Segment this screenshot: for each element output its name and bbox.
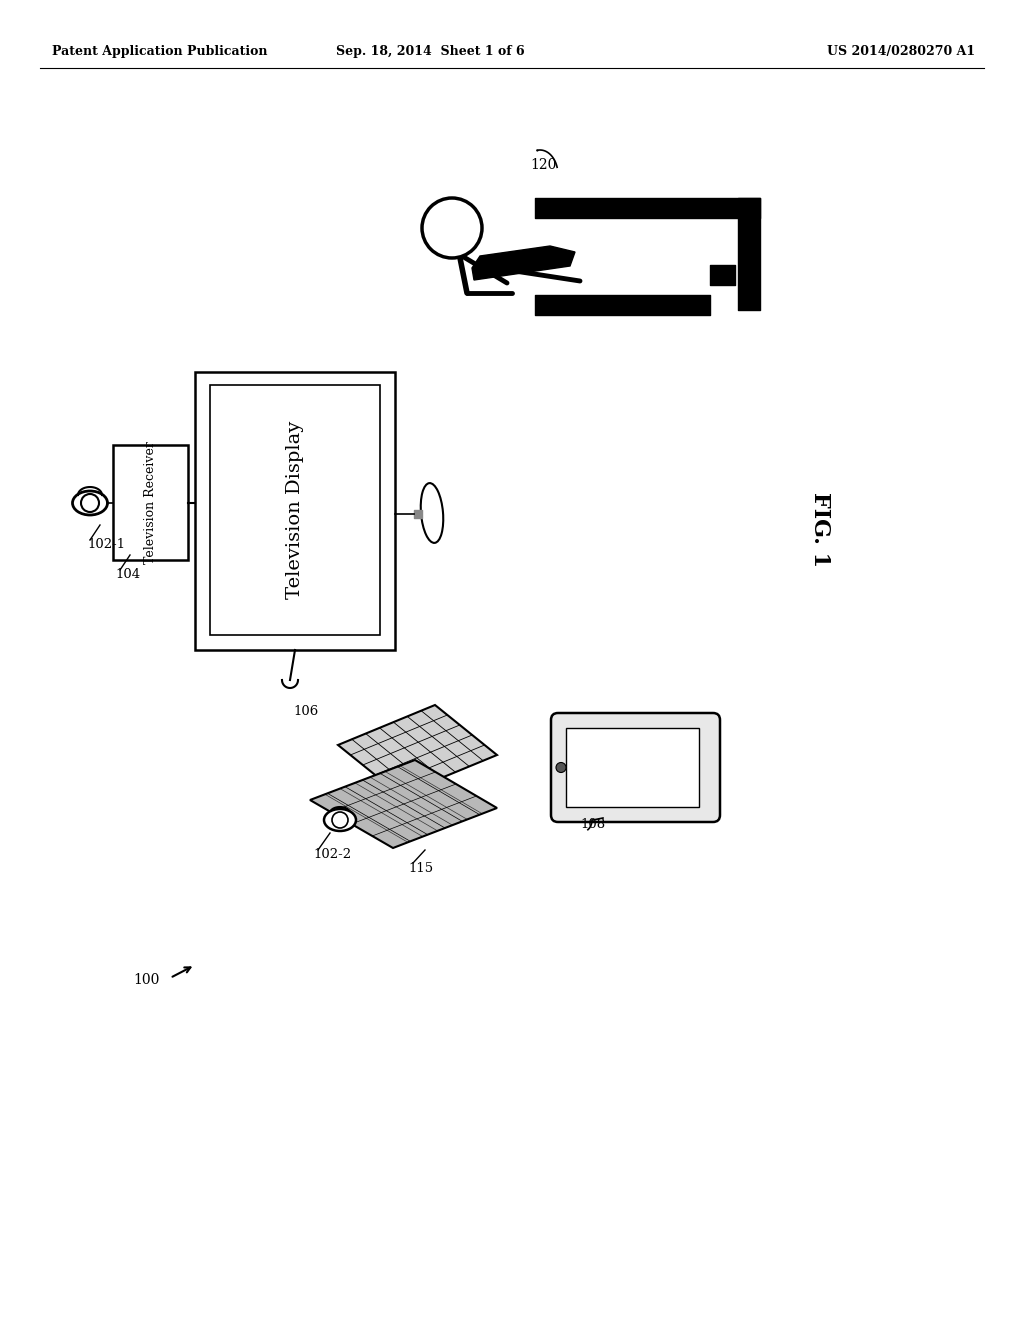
Text: 102-2: 102-2 [313, 849, 351, 862]
FancyBboxPatch shape [551, 713, 720, 822]
Bar [113, 445, 188, 560]
Text: 104: 104 [115, 569, 140, 582]
Text: 115: 115 [408, 862, 433, 874]
Ellipse shape [73, 491, 108, 515]
Circle shape [81, 494, 99, 512]
Polygon shape [310, 760, 497, 847]
Bar [566, 729, 699, 807]
Text: US 2014/0280270 A1: US 2014/0280270 A1 [826, 45, 975, 58]
Polygon shape [472, 246, 575, 280]
Text: 100: 100 [133, 973, 160, 987]
Circle shape [556, 763, 566, 772]
Text: 102-1: 102-1 [87, 539, 125, 552]
Bar [210, 385, 380, 635]
Circle shape [332, 812, 348, 828]
Polygon shape [338, 705, 497, 795]
Text: Patent Application Publication: Patent Application Publication [52, 45, 267, 58]
Circle shape [422, 198, 482, 257]
Ellipse shape [324, 809, 356, 832]
Ellipse shape [421, 483, 443, 543]
Text: 108: 108 [580, 818, 605, 832]
Text: FIG. 1: FIG. 1 [809, 492, 831, 568]
Text: Television Receiver: Television Receiver [144, 441, 157, 564]
Text: Sep. 18, 2014  Sheet 1 of 6: Sep. 18, 2014 Sheet 1 of 6 [336, 45, 524, 58]
Text: Television Display: Television Display [286, 421, 304, 599]
Text: 120: 120 [529, 158, 556, 172]
Bar [195, 372, 395, 649]
Text: 106: 106 [293, 705, 318, 718]
